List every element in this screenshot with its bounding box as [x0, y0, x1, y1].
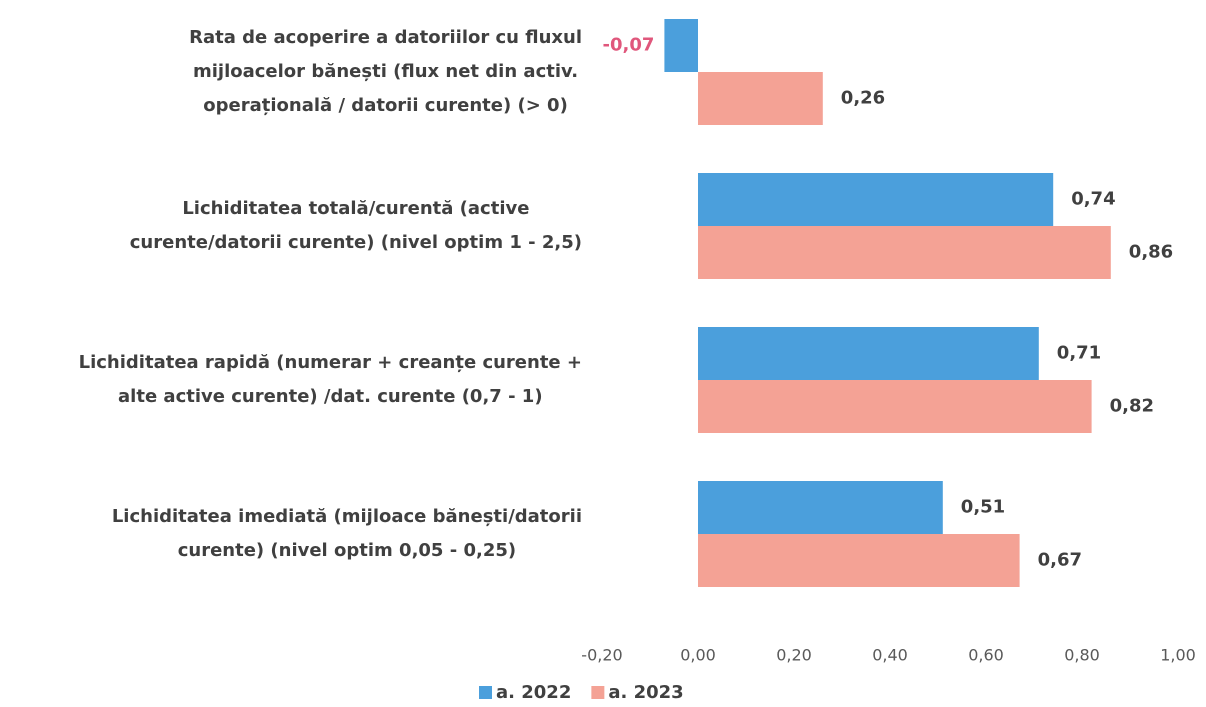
bar	[698, 226, 1111, 279]
value-label: 0,26	[841, 88, 885, 109]
x-tick-label: -0,20	[581, 646, 622, 665]
bar	[698, 173, 1054, 226]
bar	[698, 534, 1020, 587]
category-label: Lichiditatea rapidă (numerar + creanțe c…	[79, 352, 582, 373]
x-tick-label: 0,80	[1064, 646, 1100, 665]
category-label: curente/datorii curente) (nivel optim 1 …	[130, 232, 582, 253]
category-label: Lichiditatea imediată (mijloace bănești/…	[112, 506, 582, 527]
bar	[698, 72, 823, 125]
x-tick-label: 0,60	[968, 646, 1004, 665]
category-label: Lichiditatea totală/curentă (active	[182, 198, 529, 219]
value-label: 0,67	[1038, 550, 1082, 571]
category-label: Rata de acoperire a datoriilor cu fluxul	[189, 27, 582, 48]
value-label: 0,86	[1129, 242, 1173, 263]
bar	[698, 327, 1039, 380]
legend-label: a. 2022	[496, 682, 571, 703]
value-label: 0,51	[961, 497, 1005, 518]
value-label: 0,71	[1057, 343, 1101, 364]
value-label: 0,74	[1071, 189, 1115, 210]
category-label: operațională / datorii curente) (> 0)	[203, 95, 568, 116]
category-label: curente) (nivel optim 0,05 - 0,25)	[178, 540, 516, 561]
bar	[698, 481, 943, 534]
value-label: 0,82	[1110, 396, 1154, 417]
value-label: -0,07	[603, 35, 655, 56]
bar	[664, 19, 698, 72]
x-tick-label: 0,20	[776, 646, 812, 665]
legend-swatch	[479, 686, 492, 699]
bar	[698, 380, 1092, 433]
legend-swatch	[591, 686, 605, 699]
x-tick-label: 1,00	[1160, 646, 1196, 665]
x-tick-label: 0,40	[872, 646, 908, 665]
x-tick-label: 0,00	[680, 646, 716, 665]
category-label: mijloacelor bănești (flux net din activ.	[193, 61, 578, 82]
category-label: alte active curente) /dat. curente (0,7 …	[118, 386, 543, 407]
legend-label: a. 2023	[608, 682, 683, 703]
